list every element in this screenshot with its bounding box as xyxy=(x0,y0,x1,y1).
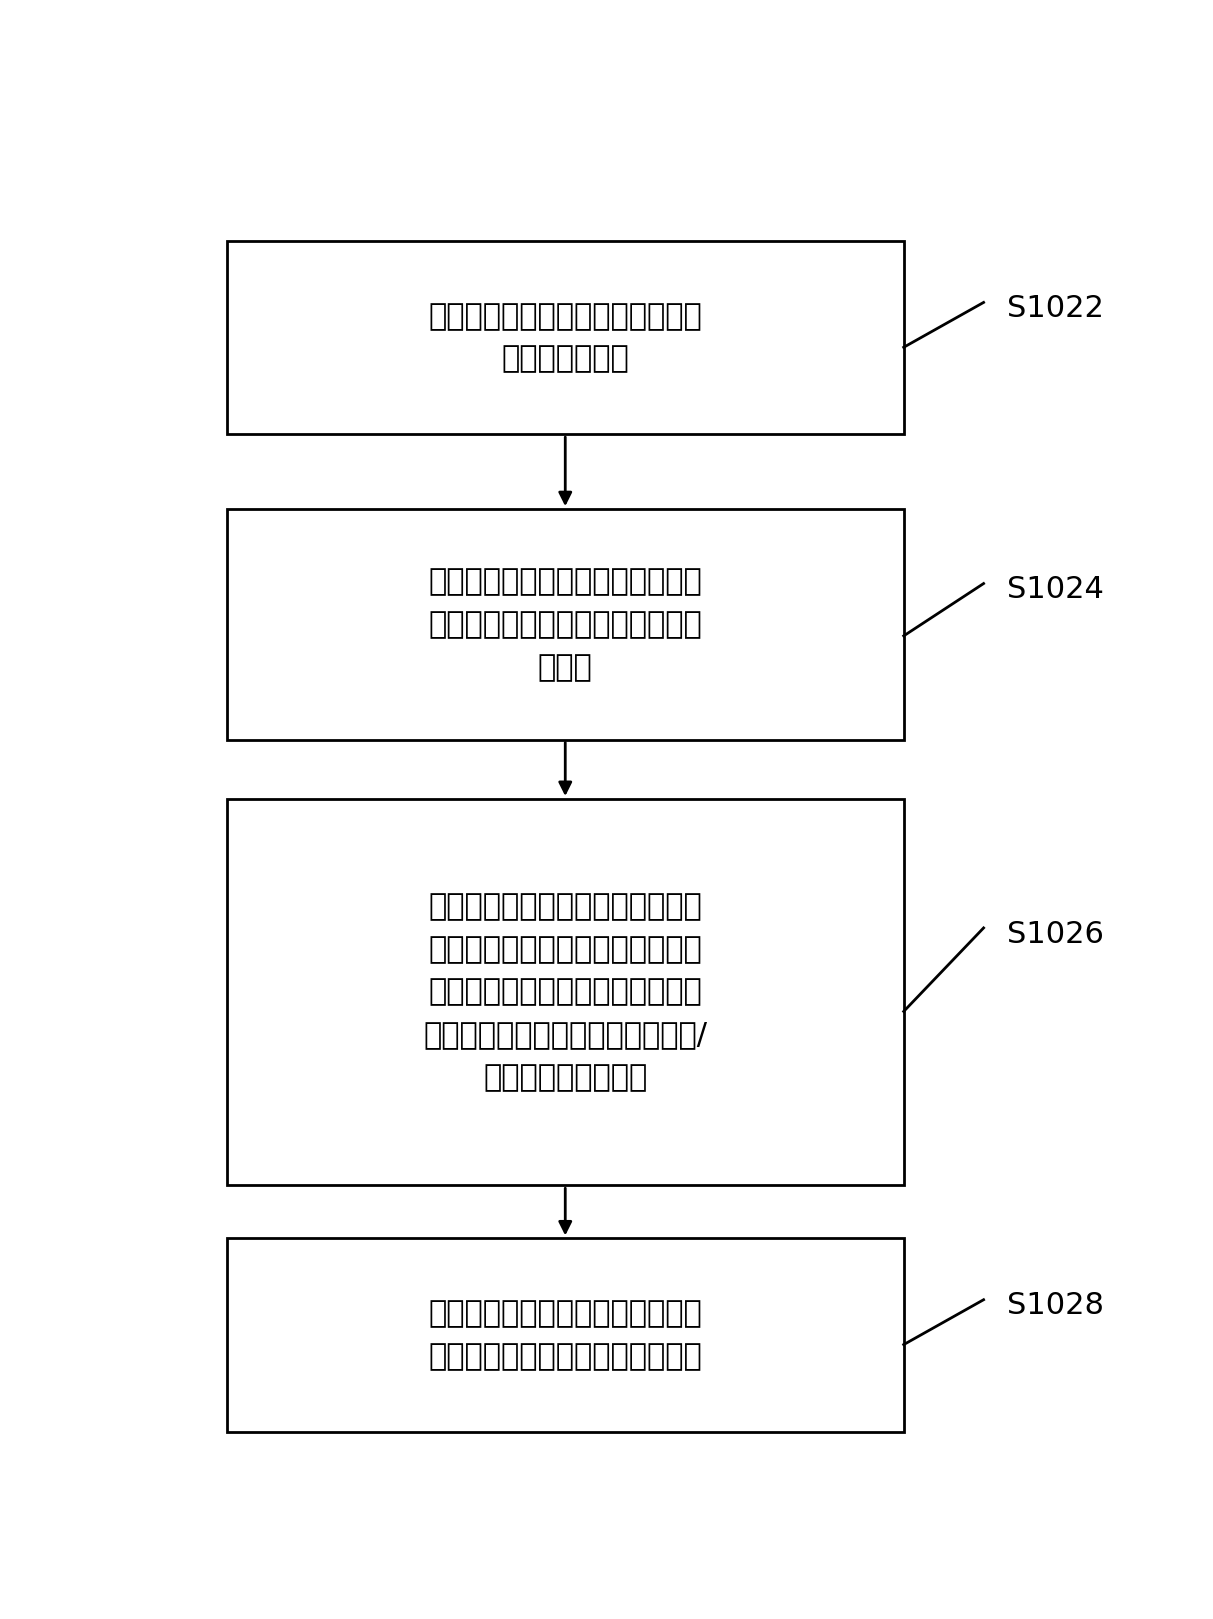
Text: S1028: S1028 xyxy=(1007,1292,1104,1321)
Bar xyxy=(227,798,904,1185)
Bar xyxy=(227,508,904,740)
Text: S1022: S1022 xyxy=(1007,295,1104,324)
Text: 根据所述基础测量数据和实时测量
数据确定所述待测人员对应的监护
心搏量: 根据所述基础测量数据和实时测量 数据确定所述待测人员对应的监护 心搏量 xyxy=(428,567,702,682)
Text: 根据所述目标监测数据对所述待测
人员对应的心脏泵血情况进行监测: 根据所述目标监测数据对所述待测 人员对应的心脏泵血情况进行监测 xyxy=(428,1298,702,1371)
Text: S1026: S1026 xyxy=(1007,920,1104,949)
Text: 根据所述待测人员对应的监护心搏
量确定所述待测人员对应的目标监
测数据，所述目标监测数据包括所
述待测人员对应的监护心输出量和/
或监护左室射血时间: 根据所述待测人员对应的监护心搏 量确定所述待测人员对应的目标监 测数据，所述目标… xyxy=(423,892,707,1093)
Text: 获取待测人员对应的基础测量数据
和实时测量数据: 获取待测人员对应的基础测量数据 和实时测量数据 xyxy=(428,301,702,374)
Bar xyxy=(227,241,904,434)
Bar xyxy=(227,1239,904,1431)
Text: S1024: S1024 xyxy=(1007,575,1104,604)
